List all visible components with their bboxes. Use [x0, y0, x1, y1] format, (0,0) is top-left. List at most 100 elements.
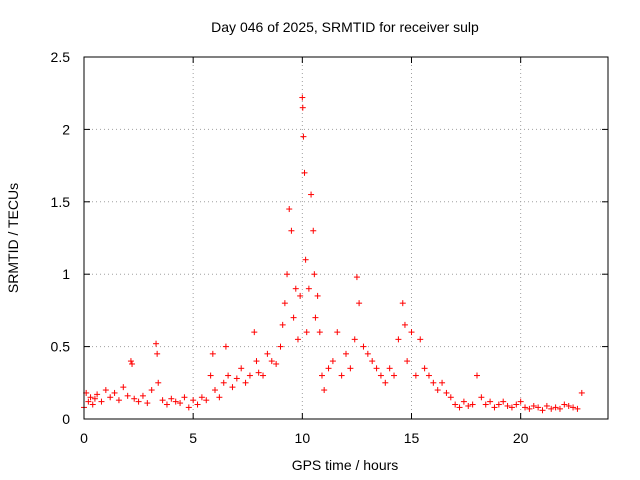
data-point [434, 387, 441, 394]
data-point [292, 285, 299, 292]
data-point [408, 329, 415, 336]
data-points [81, 94, 585, 414]
data-point [373, 365, 380, 372]
data-point [260, 372, 267, 379]
y-axis-label: SRMTID / TECUs [5, 183, 21, 293]
data-point [264, 350, 271, 357]
data-point [310, 227, 317, 234]
data-point [508, 404, 515, 411]
data-point [338, 372, 345, 379]
y-tick-label: 2 [62, 121, 70, 137]
data-point [203, 397, 210, 404]
data-point [513, 401, 520, 408]
data-point [491, 404, 498, 411]
data-point [91, 395, 98, 402]
data-point [548, 405, 555, 412]
data-point [102, 387, 109, 394]
y-tick-label: 2.5 [51, 49, 71, 65]
data-point [300, 133, 307, 140]
data-point [504, 402, 511, 409]
data-point [395, 336, 402, 343]
grid-lines [84, 57, 608, 419]
data-point [229, 384, 236, 391]
data-point [129, 360, 136, 367]
data-point [281, 300, 288, 307]
data-point [207, 372, 214, 379]
x-tick-label: 10 [295, 430, 311, 446]
data-point [382, 379, 389, 386]
data-point [111, 389, 118, 396]
data-point [302, 256, 309, 263]
data-point [543, 402, 550, 409]
data-point [220, 379, 227, 386]
data-point [469, 401, 476, 408]
data-point [89, 401, 96, 408]
data-point [246, 372, 253, 379]
data-point [284, 271, 291, 278]
x-tick-label: 20 [513, 430, 529, 446]
data-point [242, 379, 249, 386]
data-point [154, 350, 161, 357]
data-point [439, 379, 446, 386]
data-point [120, 384, 127, 391]
data-point [334, 329, 341, 336]
data-point [124, 392, 131, 399]
data-point [279, 321, 286, 328]
data-point [452, 401, 459, 408]
data-point [570, 404, 577, 411]
data-point [386, 365, 393, 372]
data-point [447, 394, 454, 401]
data-point [127, 358, 134, 365]
data-point [535, 404, 542, 411]
data-point [430, 379, 437, 386]
data-point [297, 292, 304, 299]
data-point [222, 343, 229, 350]
axis-ticks [83, 56, 608, 420]
data-point [233, 375, 240, 382]
data-point [148, 387, 155, 394]
data-point [131, 395, 138, 402]
data-point [460, 398, 467, 405]
data-point [443, 389, 450, 396]
x-tick-label: 5 [189, 430, 197, 446]
data-point [347, 365, 354, 372]
data-point [487, 398, 494, 405]
data-point [190, 397, 197, 404]
data-point [539, 407, 546, 414]
data-point [209, 350, 216, 357]
data-point [325, 365, 332, 372]
data-point [305, 285, 312, 292]
data-point [253, 358, 260, 365]
data-point [500, 398, 507, 405]
data-point [153, 340, 160, 347]
data-point [526, 405, 533, 412]
data-point [314, 292, 321, 299]
data-point [556, 405, 563, 412]
data-point [329, 358, 336, 365]
data-point [353, 274, 360, 281]
data-point [574, 405, 581, 412]
data-point [318, 372, 325, 379]
y-tick-label: 1.5 [51, 194, 71, 210]
data-point [177, 400, 184, 407]
data-point [360, 343, 367, 350]
plot-frame [83, 56, 609, 420]
data-point [391, 372, 398, 379]
data-point [135, 398, 142, 405]
data-point [115, 397, 122, 404]
data-point [364, 350, 371, 357]
data-point [172, 398, 179, 405]
data-point [530, 402, 537, 409]
data-point [277, 343, 284, 350]
data-point [107, 394, 114, 401]
data-point [312, 314, 319, 321]
data-point [288, 227, 295, 234]
data-point [268, 358, 275, 365]
data-point [565, 402, 572, 409]
data-point [255, 369, 262, 376]
data-point [425, 372, 432, 379]
data-point [456, 404, 463, 411]
data-point [356, 300, 363, 307]
data-point [251, 329, 258, 336]
